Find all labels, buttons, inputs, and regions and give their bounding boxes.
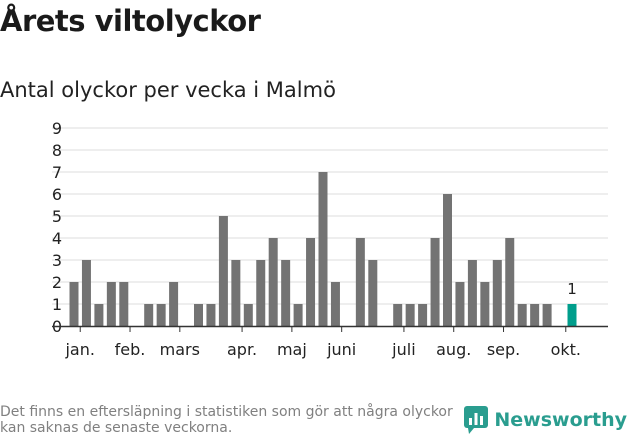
x-tick-label: aug. — [436, 340, 471, 359]
y-tick-label: 6 — [52, 185, 62, 204]
bar — [293, 304, 303, 326]
x-tick-label: juli — [391, 340, 415, 359]
bar — [443, 194, 452, 326]
y-tick-label: 3 — [52, 251, 62, 270]
bar — [119, 282, 129, 326]
bar — [69, 282, 79, 326]
bar — [94, 304, 104, 326]
bar-highlight — [567, 304, 577, 326]
bar — [542, 304, 552, 326]
footer-note: Det finns en eftersläpning i statistiken… — [0, 404, 453, 436]
y-tick-label: 5 — [52, 207, 62, 226]
y-tick-label: 9 — [52, 119, 62, 138]
bar — [480, 282, 490, 326]
bar — [355, 238, 365, 326]
bar — [156, 304, 166, 326]
x-tick-label: mars — [160, 340, 200, 359]
bar — [81, 260, 91, 326]
bar — [169, 282, 179, 326]
x-tick-label: juni — [326, 340, 356, 359]
bar — [405, 304, 415, 326]
bar — [455, 282, 465, 326]
x-tick-label: maj — [277, 340, 307, 359]
bar — [144, 304, 154, 326]
bar — [418, 304, 428, 326]
bar — [517, 304, 527, 326]
chart-subtitle: Antal olyckor per vecka i Malmö — [0, 78, 336, 102]
y-tick-label: 8 — [52, 141, 62, 160]
bar — [281, 260, 291, 326]
bar — [430, 238, 440, 326]
grid-lines — [52, 127, 608, 305]
bar — [231, 260, 241, 326]
x-tick-label: apr. — [227, 340, 257, 359]
y-tick-label: 4 — [52, 229, 62, 248]
bar — [106, 282, 116, 326]
bar — [492, 260, 502, 326]
bar — [306, 238, 316, 326]
x-tick-label: feb. — [115, 340, 146, 359]
bar — [530, 304, 540, 326]
bar — [206, 304, 216, 326]
x-tick-label: okt. — [551, 340, 581, 359]
y-tick-label: 1 — [52, 295, 62, 314]
x-tick-label: sep. — [487, 340, 520, 359]
newsworthy-logo-icon — [464, 406, 489, 434]
y-tick-label: 7 — [52, 163, 62, 182]
bar — [505, 238, 515, 326]
bar — [243, 304, 253, 326]
data-label-highlight: 1 — [567, 280, 577, 298]
bar — [218, 216, 228, 326]
bar — [467, 260, 477, 326]
bar — [393, 304, 403, 326]
bar — [194, 304, 203, 326]
data-labels: 1 — [567, 280, 577, 298]
bar — [330, 282, 340, 326]
y-tick-label: 2 — [52, 273, 62, 292]
brand[interactable]: Newsworthy — [464, 406, 627, 434]
bars — [69, 172, 577, 326]
x-tick-label: jan. — [64, 340, 94, 359]
bar — [368, 260, 378, 326]
bar — [256, 260, 266, 326]
bar — [318, 172, 328, 326]
x-axis-ticks: jan. feb. mars apr. maj juni juli aug. sep. okt. — [64, 326, 581, 359]
bar — [268, 238, 278, 326]
chart-title: Årets viltolyckor — [0, 4, 261, 38]
brand-name: Newsworthy — [494, 409, 627, 431]
